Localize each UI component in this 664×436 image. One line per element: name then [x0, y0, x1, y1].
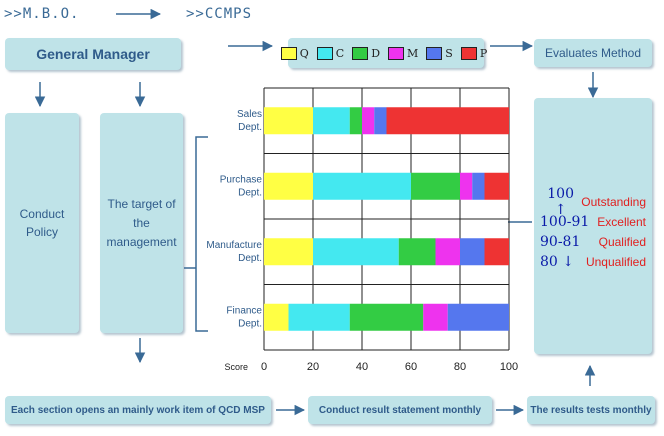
evaluation-row: 80 ↓ Unqualified [534, 252, 652, 272]
category-label: Manufacture Dept. [206, 240, 262, 264]
x-tick-label: 20 [307, 361, 319, 373]
results-tests-label: The results tests monthly [530, 404, 652, 416]
results-tests-box: The results tests monthly [527, 396, 655, 424]
category-label: Finance Dept. [226, 305, 262, 329]
evaluation-score: 100 ↑ [547, 186, 574, 218]
legend-swatch-m [388, 46, 405, 60]
bar-d [349, 303, 424, 331]
legend-swatch-p [460, 46, 477, 60]
legend-label: M [407, 46, 419, 60]
bar-s [447, 303, 509, 331]
general-manager-label: General Manager [36, 46, 150, 62]
conduct-result-box: Conduct result statement monthly [308, 396, 492, 424]
evaluation-score: 90-81 [540, 234, 581, 250]
conduct-policy-label: Conduct Policy [19, 207, 65, 239]
header-mbo: >>M.B.O. [4, 6, 80, 22]
evaluation-label: Qualified [598, 235, 646, 249]
category-label: Purchase Dept. [220, 174, 263, 198]
conduct-result-label: Conduct result statement monthly [318, 404, 482, 416]
evaluation-box: 100 ↑ Outstanding 100-91 Excellent 90-81 Qual… [534, 98, 652, 354]
bar-q [264, 107, 313, 135]
legend-item-q: Q [280, 46, 309, 60]
bar-m [362, 107, 375, 135]
evaluation-score: 100-91 [540, 214, 590, 230]
legend-item-s: S [426, 46, 453, 60]
bar-p [484, 238, 509, 266]
legend-swatch-s [426, 46, 443, 60]
bar-c [313, 238, 399, 266]
x-tick-label: 0 [261, 361, 267, 373]
bar-d [398, 238, 436, 266]
header-ccmps: >>CCMPS [186, 6, 253, 22]
bar-d [349, 107, 362, 135]
legend-swatch-d [352, 46, 369, 60]
section-opens-box: Each section opens an mainly work item o… [5, 396, 271, 424]
bracket [184, 136, 208, 332]
legend-item-c: C [316, 46, 345, 60]
legend-label: S [445, 46, 453, 60]
evaluates-method-label: Evaluates Method [544, 46, 642, 60]
evaluation-label: Excellent [597, 215, 646, 229]
x-tick-label: 100 [500, 361, 518, 373]
bar-s [374, 107, 387, 135]
legend-label: P [479, 46, 488, 60]
conduct-policy-box: Conduct Policy [5, 113, 79, 333]
general-manager-box: General Manager [5, 38, 181, 70]
legend-label: Q [299, 46, 309, 60]
x-tick-label: 80 [454, 361, 466, 373]
target-management-box: The target of the management [100, 113, 183, 333]
evaluation-list: 100 ↑ Outstanding 100-91 Excellent 90-81 Qual… [534, 186, 652, 272]
section-opens-label: Each section opens an mainly work item o… [11, 404, 265, 416]
legend-item-m: M [388, 46, 419, 60]
legend-label: D [371, 46, 381, 60]
bar-q [264, 303, 289, 331]
bar-c [313, 172, 411, 200]
x-axis-label: Score [224, 362, 248, 372]
evaluation-row: 100-91 Excellent [534, 212, 652, 232]
evaluation-label: Outstanding [581, 195, 646, 209]
x-tick-label: 40 [356, 361, 368, 373]
category-label: Sales Dept. [237, 109, 262, 133]
target-management-label: The target of the management [106, 196, 177, 249]
bar-q [264, 238, 313, 266]
bar-c [288, 303, 350, 331]
bar-s [472, 172, 485, 200]
evaluation-score: 80 ↓ [540, 254, 574, 270]
bar-m [423, 303, 448, 331]
bar-d [411, 172, 460, 200]
evaluation-label: Unqualified [585, 255, 646, 269]
x-tick-label: 60 [405, 361, 417, 373]
bar-p [484, 172, 509, 200]
bar-q [264, 172, 313, 200]
bar-s [460, 238, 485, 266]
bar-m [460, 172, 473, 200]
legend-item-p: P [460, 46, 488, 60]
evaluation-row: 100 ↑ Outstanding [534, 186, 652, 218]
bar-c [313, 107, 350, 135]
bar-m [435, 238, 460, 266]
legend-label: C [335, 46, 345, 60]
evaluates-method-box: Evaluates Method [534, 39, 652, 67]
legend-swatch-q [280, 46, 297, 60]
bar-p [386, 107, 509, 135]
legend-item-d: D [352, 46, 381, 60]
legend-swatch-c [316, 46, 333, 60]
evaluation-row: 90-81 Qualified [534, 232, 652, 252]
